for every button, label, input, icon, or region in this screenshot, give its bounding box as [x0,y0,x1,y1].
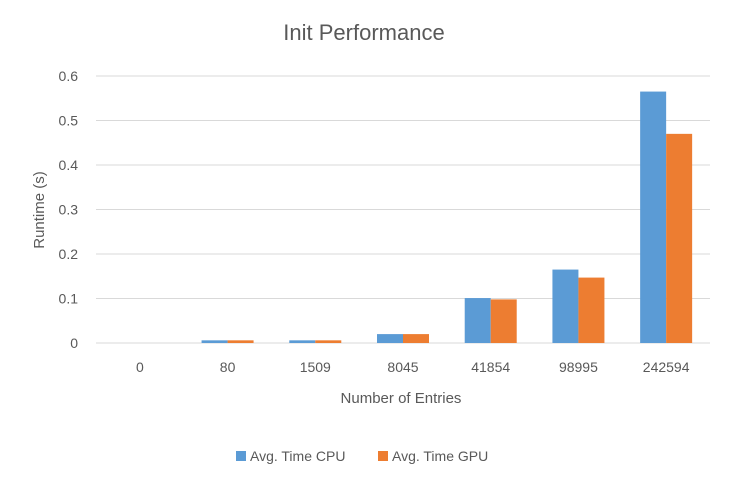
bar-gpu [227,340,254,343]
bar-gpu [666,133,693,343]
y-tick-label: 0.6 [59,68,79,84]
bar-gpu [315,340,342,343]
y-axis-label: Runtime (s) [31,171,48,249]
gridlines [96,75,710,344]
legend-swatch [378,451,388,461]
x-tick-label: 0 [136,359,144,375]
legend-item: Avg. Time CPU [236,448,345,464]
x-axis-label: Number of Entries [341,390,462,407]
x-tick-label: 8045 [387,359,418,375]
legend-label: Avg. Time GPU [392,448,488,464]
bar-cpu [201,340,228,343]
y-tick-label: 0.2 [59,246,79,262]
bar-cpu [640,91,667,343]
legend: Avg. Time CPU Avg. Time GPU [236,448,488,464]
y-tick-label: 0.1 [59,291,79,307]
legend-item: Avg. Time GPU [378,448,488,464]
x-tick-label: 98995 [559,359,598,375]
bar-cpu [464,298,491,343]
x-tick-label: 1509 [300,359,331,375]
chart-title: Init Performance [283,20,444,45]
bar-cpu [552,269,579,343]
y-tick-label: 0.5 [59,113,79,129]
y-tick-label: 0.3 [59,202,79,218]
bar-cpu [377,334,403,343]
legend-label: Avg. Time CPU [250,448,345,464]
bar-gpu [578,277,605,343]
bar-gpu [403,334,429,343]
bar-gpu [490,299,517,343]
x-tick-label: 242594 [643,359,690,375]
x-axis-ticks: 0 80 1509 8045 41854 98995 242594 [136,359,690,375]
bar-cpu [289,340,316,343]
x-tick-label: 80 [220,359,236,375]
y-tick-label: 0.4 [59,157,79,173]
x-tick-label: 41854 [471,359,510,375]
bars [201,91,693,343]
legend-swatch [236,451,246,461]
y-tick-label: 0 [70,335,78,351]
y-axis-ticks: 0 0.1 0.2 0.3 0.4 0.5 0.6 [59,68,79,351]
